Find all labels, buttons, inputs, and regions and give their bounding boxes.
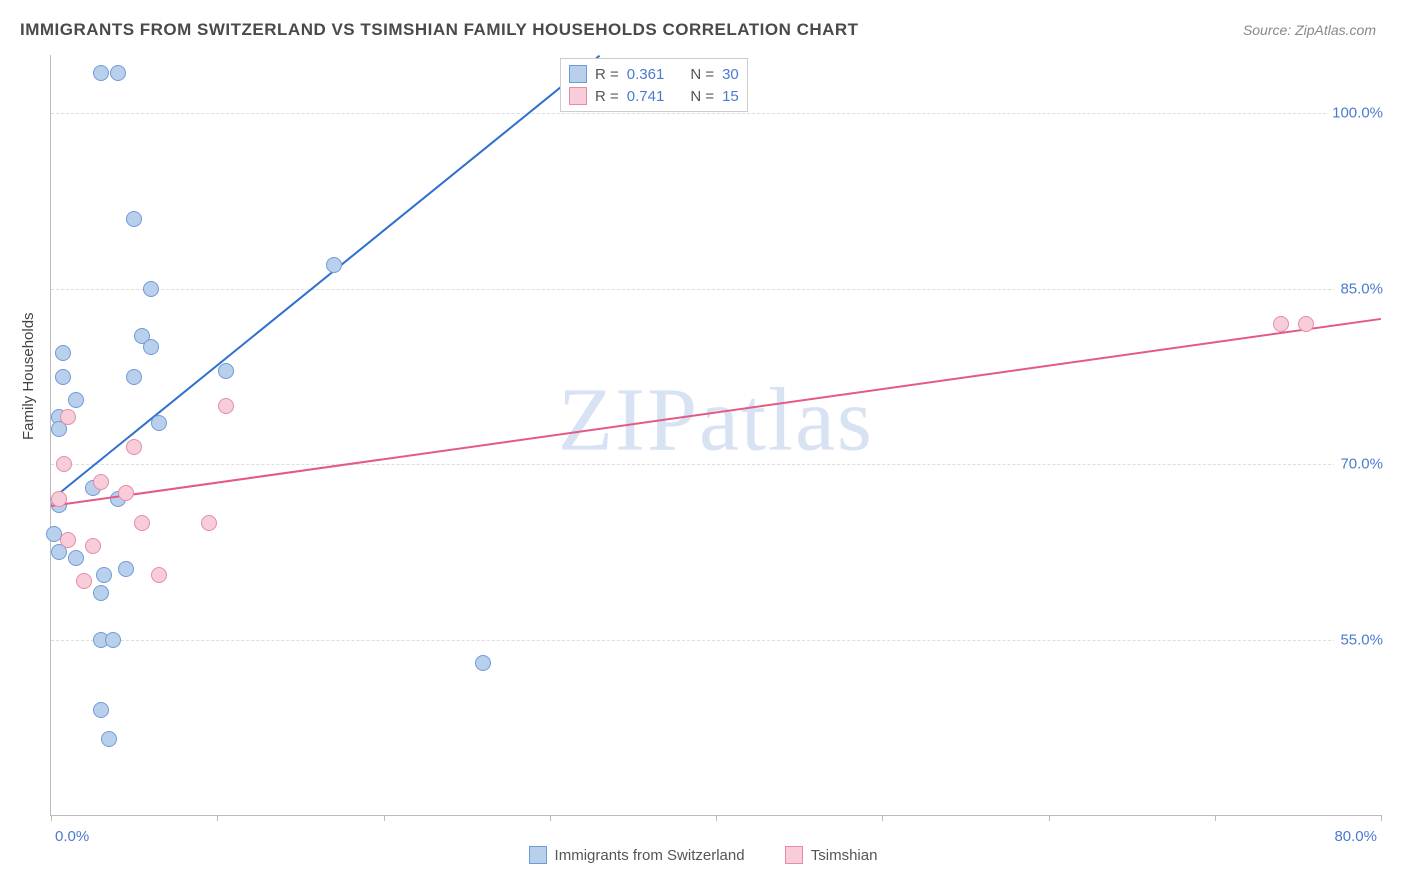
data-point [56, 456, 72, 472]
legend-series: Immigrants from Switzerland Tsimshian [0, 846, 1406, 868]
legend-swatch-icon [569, 65, 587, 83]
legend-stats: R = 0.361 N = 30 R = 0.741 N = 15 [560, 58, 748, 112]
data-point [475, 655, 491, 671]
legend-item-label: Immigrants from Switzerland [555, 847, 745, 864]
gridline [51, 640, 1381, 641]
data-point [126, 211, 142, 227]
data-point [1298, 316, 1314, 332]
trendline [51, 318, 1381, 507]
data-point [326, 257, 342, 273]
x-tick-max: 80.0% [1334, 828, 1377, 845]
data-point [218, 398, 234, 414]
gridline [51, 289, 1381, 290]
trendline [50, 55, 600, 501]
data-point [85, 538, 101, 554]
legend-n-label: N = [690, 66, 714, 83]
x-tick-min: 0.0% [55, 828, 89, 845]
data-point [110, 65, 126, 81]
data-point [55, 369, 71, 385]
watermark: ZIPatlas [558, 368, 874, 471]
y-axis-label: Family Households [20, 312, 37, 440]
legend-swatch-icon [529, 846, 547, 864]
chart-plot-area: ZIPatlas 0.0% 80.0% 55.0%70.0%85.0%100.0… [50, 55, 1381, 816]
x-tick-mark [217, 815, 218, 821]
data-point [118, 485, 134, 501]
y-tick-label: 70.0% [1334, 456, 1383, 473]
y-tick-label: 100.0% [1326, 105, 1383, 122]
x-tick-mark [716, 815, 717, 821]
data-point [201, 515, 217, 531]
legend-item: Tsimshian [785, 846, 878, 864]
legend-r-label: R = [595, 66, 619, 83]
x-tick-mark [1215, 815, 1216, 821]
legend-swatch-icon [569, 87, 587, 105]
chart-title: IMMIGRANTS FROM SWITZERLAND VS TSIMSHIAN… [20, 20, 859, 40]
legend-r-value: 0.361 [627, 66, 665, 83]
data-point [151, 567, 167, 583]
legend-item: Immigrants from Switzerland [529, 846, 745, 864]
y-tick-label: 55.0% [1334, 631, 1383, 648]
data-point [126, 439, 142, 455]
data-point [93, 585, 109, 601]
data-point [68, 550, 84, 566]
legend-r-label: R = [595, 88, 619, 105]
legend-stats-row: R = 0.361 N = 30 [569, 63, 739, 85]
x-tick-mark [51, 815, 52, 821]
x-tick-mark [1049, 815, 1050, 821]
legend-n-value: 15 [722, 88, 739, 105]
x-tick-mark [882, 815, 883, 821]
data-point [143, 339, 159, 355]
legend-n-value: 30 [722, 66, 739, 83]
data-point [105, 632, 121, 648]
data-point [96, 567, 112, 583]
gridline [51, 464, 1381, 465]
legend-stats-row: R = 0.741 N = 15 [569, 85, 739, 107]
data-point [151, 415, 167, 431]
data-point [93, 702, 109, 718]
y-tick-label: 85.0% [1334, 280, 1383, 297]
data-point [51, 491, 67, 507]
data-point [93, 65, 109, 81]
data-point [60, 409, 76, 425]
gridline [51, 113, 1381, 114]
data-point [101, 731, 117, 747]
data-point [126, 369, 142, 385]
data-point [134, 515, 150, 531]
data-point [218, 363, 234, 379]
x-tick-mark [1381, 815, 1382, 821]
data-point [93, 474, 109, 490]
legend-n-label: N = [690, 88, 714, 105]
data-point [68, 392, 84, 408]
x-tick-mark [550, 815, 551, 821]
legend-r-value: 0.741 [627, 88, 665, 105]
data-point [76, 573, 92, 589]
data-point [55, 345, 71, 361]
source-label: Source: ZipAtlas.com [1243, 22, 1376, 38]
legend-item-label: Tsimshian [811, 847, 878, 864]
data-point [60, 532, 76, 548]
data-point [1273, 316, 1289, 332]
data-point [143, 281, 159, 297]
data-point [118, 561, 134, 577]
x-tick-mark [384, 815, 385, 821]
legend-swatch-icon [785, 846, 803, 864]
